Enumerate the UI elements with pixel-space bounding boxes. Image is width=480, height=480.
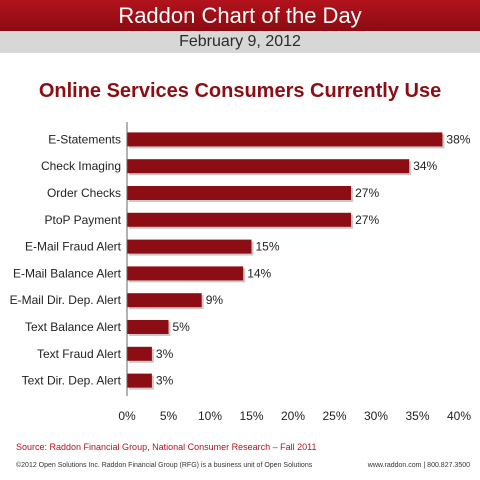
data-label: 3% bbox=[156, 347, 174, 361]
copyright-note: ©2012 Open Solutions Inc. Raddon Financi… bbox=[16, 462, 313, 469]
category-label: PtoP Payment bbox=[45, 213, 122, 227]
data-label: 5% bbox=[173, 320, 191, 334]
category-label: E-Statements bbox=[48, 132, 121, 146]
data-label: 27% bbox=[355, 213, 379, 227]
category-label: Order Checks bbox=[47, 186, 121, 200]
data-label: 9% bbox=[206, 293, 224, 307]
contact-info: www.raddon.com | 800.827.3500 bbox=[367, 462, 470, 469]
bar bbox=[127, 320, 169, 334]
data-label: 38% bbox=[446, 132, 470, 146]
data-label: 34% bbox=[413, 159, 437, 173]
category-label: E-Mail Balance Alert bbox=[13, 266, 122, 280]
category-label: Text Fraud Alert bbox=[37, 347, 122, 361]
bar bbox=[127, 132, 443, 147]
data-label: 14% bbox=[247, 266, 271, 280]
source-note: Source: Raddon Financial Group, National… bbox=[16, 442, 317, 452]
category-label: Check Imaging bbox=[41, 159, 121, 173]
data-label: 3% bbox=[156, 374, 174, 388]
banner-date: February 9, 2012 bbox=[0, 31, 480, 53]
category-label: Text Balance Alert bbox=[25, 320, 122, 334]
bar bbox=[127, 186, 352, 200]
bar bbox=[127, 159, 410, 174]
banner-title: Raddon Chart of the Day bbox=[0, 0, 480, 31]
bar bbox=[127, 293, 202, 308]
x-tick-label: 40% bbox=[447, 409, 471, 423]
x-tick-label: 15% bbox=[239, 409, 263, 423]
x-tick-label: 20% bbox=[281, 409, 305, 423]
x-tick-label: 10% bbox=[198, 409, 222, 423]
bar bbox=[127, 239, 252, 254]
data-label: 27% bbox=[355, 186, 379, 200]
x-tick-label: 30% bbox=[364, 409, 388, 423]
x-tick-label: 0% bbox=[118, 409, 136, 423]
category-label: E-Mail Dir. Dep. Alert bbox=[10, 293, 122, 307]
bar bbox=[127, 266, 244, 281]
category-label: Text Dir. Dep. Alert bbox=[22, 374, 122, 388]
bar bbox=[127, 346, 152, 361]
x-tick-label: 5% bbox=[160, 409, 178, 423]
bar bbox=[127, 212, 352, 227]
x-tick-label: 25% bbox=[322, 409, 346, 423]
data-label: 15% bbox=[256, 240, 280, 254]
bar bbox=[127, 373, 152, 388]
category-label: E-Mail Fraud Alert bbox=[25, 240, 122, 254]
chart-title: Online Services Consumers Currently Use bbox=[38, 80, 442, 102]
x-tick-label: 35% bbox=[405, 409, 429, 423]
